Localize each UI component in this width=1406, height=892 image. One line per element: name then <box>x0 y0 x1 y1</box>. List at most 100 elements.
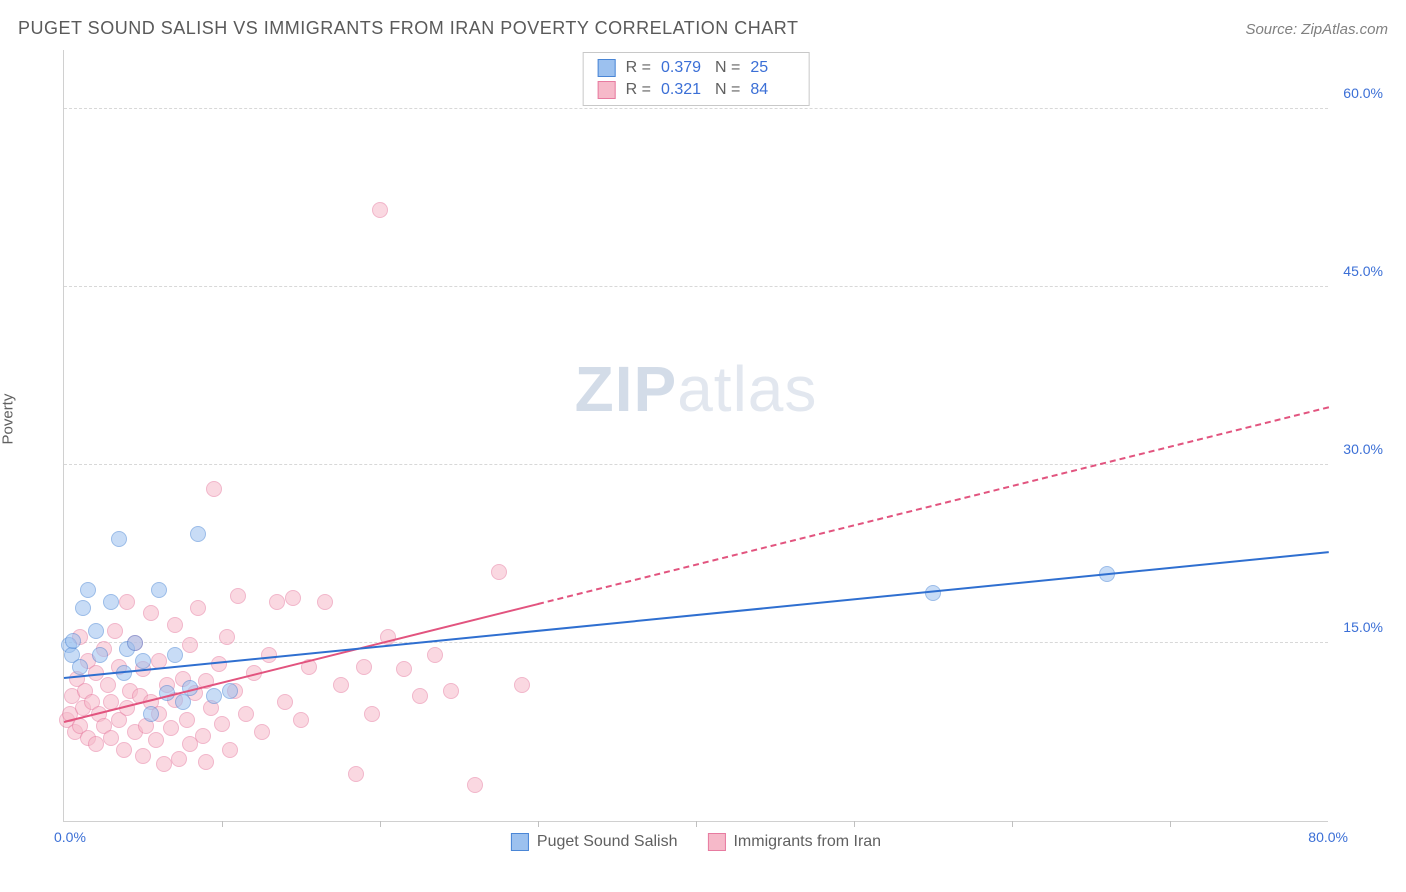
data-point <box>151 582 167 598</box>
y-tick-label: 30.0% <box>1333 441 1383 457</box>
x-tick <box>380 821 381 827</box>
x-tick <box>1170 821 1171 827</box>
data-point <box>206 481 222 497</box>
legend-item: Immigrants from Iran <box>707 833 881 851</box>
data-point <box>491 564 507 580</box>
stats-row: R = 0.379 N = 25 <box>598 57 795 79</box>
data-point <box>317 594 333 610</box>
data-point <box>372 202 388 218</box>
data-point <box>103 594 119 610</box>
data-point <box>103 730 119 746</box>
legend-swatch <box>707 833 725 851</box>
data-point <box>143 605 159 621</box>
gridline <box>64 286 1328 287</box>
data-point <box>111 531 127 547</box>
data-point <box>195 728 211 744</box>
data-point <box>364 706 380 722</box>
legend-item: Puget Sound Salish <box>511 833 678 851</box>
x-tick <box>1012 821 1013 827</box>
chart-title: PUGET SOUND SALISH VS IMMIGRANTS FROM IR… <box>18 18 798 39</box>
data-point <box>467 777 483 793</box>
data-point <box>269 594 285 610</box>
data-point <box>206 688 222 704</box>
data-point <box>190 526 206 542</box>
data-point <box>156 756 172 772</box>
data-point <box>190 600 206 616</box>
data-point <box>211 656 227 672</box>
data-point <box>88 736 104 752</box>
trend-line <box>538 406 1329 605</box>
x-tick <box>854 821 855 827</box>
plot-area: ZIPatlas R =0.379N =25R =0.321N =84 0.0%… <box>63 50 1328 822</box>
stat-n-key: N = <box>715 81 740 99</box>
stat-r-value: 0.321 <box>661 81 705 99</box>
data-point <box>230 588 246 604</box>
data-point <box>80 582 96 598</box>
legend-swatch <box>598 81 616 99</box>
data-point <box>163 720 179 736</box>
legend-swatch <box>598 59 616 77</box>
data-point <box>167 647 183 663</box>
data-point <box>116 742 132 758</box>
data-point <box>214 716 230 732</box>
data-point <box>443 683 459 699</box>
stat-r-key: R = <box>626 59 651 77</box>
gridline <box>64 108 1328 109</box>
data-point <box>171 751 187 767</box>
data-point <box>348 766 364 782</box>
data-point <box>135 748 151 764</box>
stat-n-value: 25 <box>750 59 794 77</box>
chart-container: Poverty ZIPatlas R =0.379N =25R =0.321N … <box>18 50 1388 862</box>
data-point <box>92 647 108 663</box>
stat-r-value: 0.379 <box>661 59 705 77</box>
data-point <box>167 617 183 633</box>
gridline <box>64 464 1328 465</box>
stats-legend-box: R = 0.379 N = 25 R = 0.321 N = 84 <box>583 52 810 106</box>
data-point <box>238 706 254 722</box>
data-point <box>198 754 214 770</box>
data-point <box>175 694 191 710</box>
data-point <box>127 635 143 651</box>
data-point <box>88 623 104 639</box>
data-point <box>412 688 428 704</box>
y-tick-label: 45.0% <box>1333 263 1383 279</box>
x-tick <box>538 821 539 827</box>
data-point <box>219 629 235 645</box>
data-point <box>72 659 88 675</box>
trend-line <box>64 551 1329 679</box>
data-point <box>222 742 238 758</box>
data-point <box>182 637 198 653</box>
x-tick <box>222 821 223 827</box>
stat-n-key: N = <box>715 59 740 77</box>
y-axis-label: Poverty <box>0 394 17 445</box>
data-point <box>514 677 530 693</box>
x-tick <box>696 821 697 827</box>
data-point <box>107 623 123 639</box>
data-point <box>148 732 164 748</box>
data-point <box>254 724 270 740</box>
data-point <box>135 653 151 669</box>
data-point <box>179 712 195 728</box>
data-point <box>333 677 349 693</box>
data-point <box>277 694 293 710</box>
stat-r-key: R = <box>626 81 651 99</box>
watermark: ZIPatlas <box>575 352 818 426</box>
legend-label: Immigrants from Iran <box>733 833 881 851</box>
data-point <box>427 647 443 663</box>
legend-swatch <box>511 833 529 851</box>
data-point <box>100 677 116 693</box>
data-point <box>396 661 412 677</box>
data-point <box>356 659 372 675</box>
data-point <box>119 594 135 610</box>
stat-n-value: 84 <box>750 81 794 99</box>
data-point <box>285 590 301 606</box>
y-tick-label: 15.0% <box>1333 619 1383 635</box>
x-min-label: 0.0% <box>54 829 86 845</box>
data-point <box>143 706 159 722</box>
legend-label: Puget Sound Salish <box>537 833 678 851</box>
gridline <box>64 642 1328 643</box>
source-label: Source: ZipAtlas.com <box>1245 21 1388 38</box>
y-tick-label: 60.0% <box>1333 85 1383 101</box>
x-max-label: 80.0% <box>1308 829 1348 845</box>
data-point <box>293 712 309 728</box>
